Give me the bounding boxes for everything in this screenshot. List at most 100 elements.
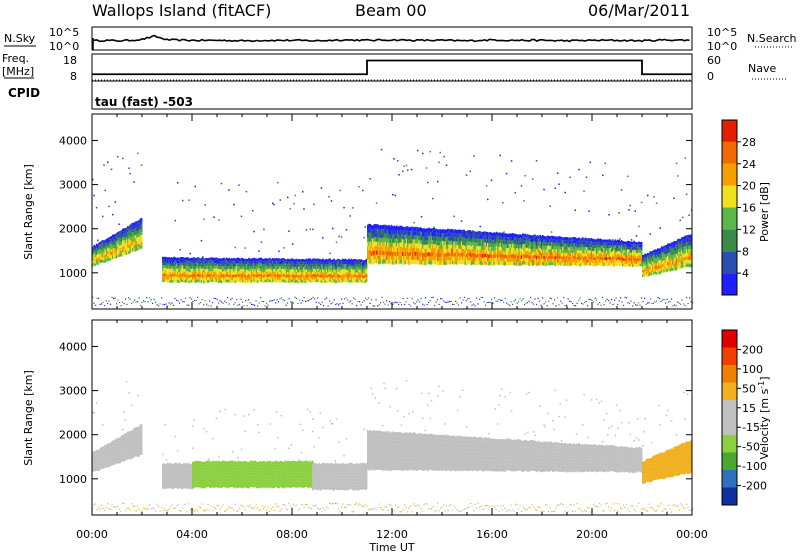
- freq-label-1: Freq.: [2, 52, 29, 65]
- ground-scatter: [587, 305, 588, 306]
- scatter-point: [427, 182, 429, 184]
- ground-scatter: [584, 302, 585, 303]
- ground-scatter: [238, 305, 239, 306]
- scatter-point: [656, 203, 658, 205]
- ground-scatter: [106, 300, 107, 301]
- ground-scatter: [511, 301, 512, 302]
- ground-scatter: [257, 305, 258, 306]
- ground-scatter: [545, 302, 546, 303]
- ground-scatter: [577, 303, 578, 304]
- ground-scatter: [569, 301, 570, 302]
- scatter-point: [205, 204, 207, 206]
- ground-scatter: [247, 305, 248, 306]
- ground-scatter: [338, 304, 339, 305]
- ground-scatter: [116, 303, 117, 304]
- ground-scatter: [665, 303, 666, 304]
- scatter-point: [433, 227, 435, 229]
- ground-scatter: [169, 302, 170, 303]
- ground-scatter: [233, 304, 234, 305]
- ground-scatter: [181, 299, 182, 300]
- ground-scatter: [209, 300, 210, 301]
- ground-scatter: [433, 297, 434, 298]
- ground-scatter: [581, 303, 582, 304]
- ground-scatter: [203, 304, 204, 305]
- ground-scatter: [290, 301, 291, 302]
- ground-scatter: [134, 300, 135, 301]
- ground-scatter: [385, 304, 386, 305]
- ground-scatter: [491, 299, 492, 300]
- ground-scatter: [340, 303, 341, 304]
- ground-scatter: [220, 300, 221, 301]
- scatter-point: [446, 165, 448, 167]
- ground-scatter: [478, 303, 479, 304]
- ground-scatter: [182, 301, 183, 302]
- colorbar-tick-label: 12: [742, 223, 756, 236]
- ground-scatter: [448, 302, 449, 303]
- ground-scatter: [619, 300, 620, 301]
- ground-scatter: [484, 301, 485, 302]
- scatter-point: [343, 207, 345, 209]
- ground-scatter: [539, 301, 540, 302]
- scatter-point: [273, 204, 275, 206]
- ground-scatter: [358, 301, 359, 302]
- ground-scatter: [454, 304, 455, 305]
- ground-scatter: [184, 301, 185, 302]
- scatter-point: [437, 181, 439, 183]
- ground-scatter: [535, 298, 536, 299]
- date-title: 06/Mar/2011: [588, 1, 690, 20]
- scatter-point: [558, 184, 560, 186]
- ground-scatter: [638, 302, 639, 303]
- ground-scatter: [640, 305, 641, 306]
- scatter-point: [575, 210, 577, 212]
- scatter-point: [491, 180, 493, 182]
- ground-scatter: [425, 297, 426, 298]
- ground-scatter: [379, 304, 380, 305]
- ground-scatter: [548, 301, 549, 302]
- ground-scatter: [308, 300, 309, 301]
- ground-scatter: [626, 297, 627, 298]
- ground-scatter: [467, 298, 468, 299]
- ground-scatter: [490, 302, 491, 303]
- ground-scatter: [323, 305, 324, 306]
- ground-scatter: [407, 298, 408, 299]
- ground-scatter: [554, 299, 555, 300]
- ground-scatter: [647, 303, 648, 304]
- ground-scatter: [278, 301, 279, 302]
- nsky-line: [92, 36, 690, 42]
- scatter-point: [293, 203, 295, 205]
- ground-scatter: [644, 298, 645, 299]
- ground-scatter: [95, 305, 96, 306]
- scatter-point: [241, 216, 243, 218]
- scatter-point: [525, 175, 527, 177]
- ground-scatter: [250, 302, 251, 303]
- ground-scatter: [418, 299, 419, 300]
- ground-scatter: [124, 303, 125, 304]
- ground-scatter: [304, 297, 305, 298]
- ground-scatter: [110, 304, 111, 305]
- ground-scatter: [130, 299, 131, 300]
- ground-scatter: [472, 305, 473, 306]
- ground-scatter: [118, 300, 119, 301]
- ground-scatter: [212, 302, 213, 303]
- ground-scatter: [670, 301, 671, 302]
- ground-scatter: [544, 303, 545, 304]
- scatter-point: [218, 219, 220, 221]
- ground-scatter: [434, 305, 435, 306]
- scatter-point: [578, 169, 580, 171]
- heat-cell-band1: [366, 279, 368, 282]
- colorbar-tick-label: 16: [742, 202, 756, 215]
- ground-scatter: [136, 301, 137, 302]
- scatter-point: [102, 216, 104, 218]
- scatter-point: [235, 247, 237, 249]
- ground-scatter: [625, 297, 626, 298]
- ground-scatter: [365, 298, 366, 299]
- ground-scatter: [475, 305, 476, 306]
- ground-scatter: [553, 303, 554, 304]
- ground-scatter: [560, 301, 561, 302]
- ground-scatter: [512, 304, 513, 305]
- ground-scatter: [446, 302, 447, 303]
- ground-scatter: [457, 302, 458, 303]
- nsky-tick-top: 10^5: [49, 26, 79, 39]
